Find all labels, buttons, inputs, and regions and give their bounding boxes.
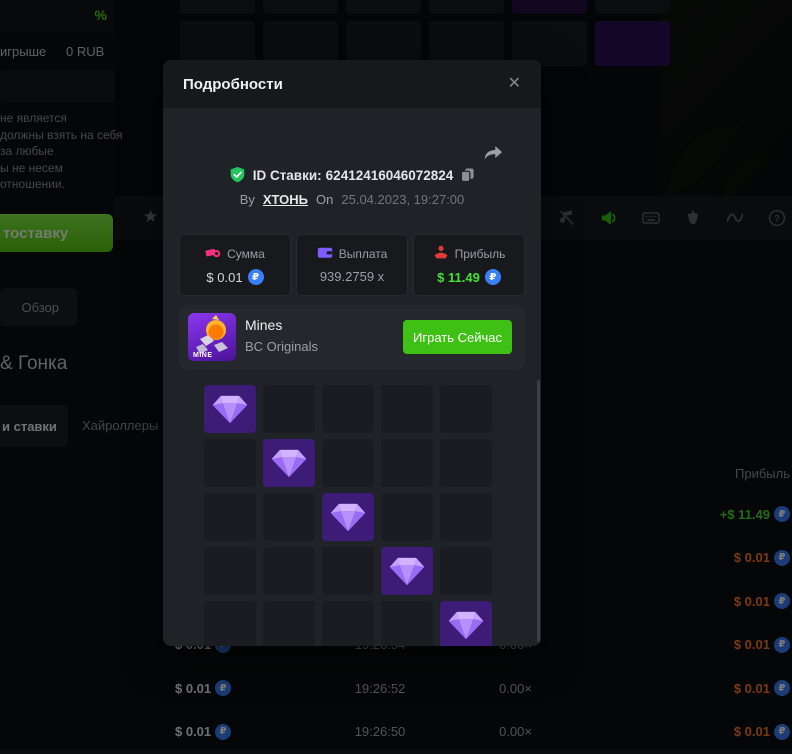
stat-value-text: 939.2759 x xyxy=(319,269,385,284)
bet-id-row: ID Ставки: 62412416046072824 xyxy=(163,166,541,184)
mine-cell-diamond[interactable] xyxy=(440,601,492,646)
by-label: By xyxy=(239,192,255,207)
mine-cell[interactable] xyxy=(322,439,374,487)
ruble-coin-icon: ₽ xyxy=(247,269,264,285)
game-name[interactable]: Mines xyxy=(245,317,283,333)
mine-cell[interactable] xyxy=(322,385,374,433)
stat-box-sum: Сумма $ 0.01 ₽ xyxy=(179,234,291,296)
stat-label-row: Прибыль xyxy=(433,245,506,262)
mine-cell[interactable] xyxy=(204,439,256,487)
verified-shield-icon xyxy=(230,166,244,183)
diamond-gem-icon xyxy=(271,449,307,477)
stat-box-profit: Прибыль $ 11.49 ₽ xyxy=(413,234,525,296)
mine-cell[interactable] xyxy=(440,493,492,541)
mine-cell-diamond[interactable] xyxy=(204,385,256,433)
stat-value: 939.2759 x xyxy=(320,269,384,284)
stat-box-payout: Выплата 939.2759 x xyxy=(296,234,408,296)
diamond-gem-icon xyxy=(389,557,425,585)
mine-cell[interactable] xyxy=(381,385,433,433)
bet-details-modal: Подробности ✕ ID Ставки: 624124160460728… xyxy=(163,60,541,646)
mine-cell[interactable] xyxy=(440,547,492,595)
play-now-button[interactable]: Играть Сейчас xyxy=(403,320,512,354)
mine-cell-diamond[interactable] xyxy=(263,439,315,487)
diamond-gem-icon xyxy=(212,395,248,423)
money-icon xyxy=(205,245,221,262)
mine-cell[interactable] xyxy=(263,493,315,541)
modal-header: Подробности ✕ xyxy=(163,60,541,108)
game-card: MINE Mines BC Originals Играть Сейчас xyxy=(179,305,525,370)
username-link[interactable]: ХТОНЬ xyxy=(262,192,309,207)
modal-scrollbar[interactable] xyxy=(537,380,540,642)
bet-author-row: By ХТОНЬ On 25.04.2023, 19:27:00 xyxy=(163,192,541,207)
stat-label: Выплата xyxy=(338,247,388,261)
mine-cell[interactable] xyxy=(440,439,492,487)
mine-cell[interactable] xyxy=(263,385,315,433)
mine-cell[interactable] xyxy=(381,601,433,646)
mine-cell-diamond[interactable] xyxy=(322,493,374,541)
mine-cell[interactable] xyxy=(440,385,492,433)
close-icon[interactable]: ✕ xyxy=(507,75,521,92)
stat-label-row: Выплата xyxy=(317,246,388,262)
share-icon[interactable] xyxy=(483,143,503,163)
mine-cell[interactable] xyxy=(263,601,315,646)
mine-cell[interactable] xyxy=(381,439,433,487)
mine-cell[interactable] xyxy=(322,547,374,595)
bet-stats: Сумма $ 0.01 ₽ Выплата 939.2759 x Прибыль $ 11… xyxy=(179,234,525,296)
bet-id-value: 62412416046072824 xyxy=(325,167,454,183)
mine-cell[interactable] xyxy=(263,547,315,595)
mine-cell[interactable] xyxy=(204,547,256,595)
mine-cell[interactable] xyxy=(204,601,256,646)
copy-icon[interactable] xyxy=(460,167,475,183)
mine-cell[interactable] xyxy=(381,493,433,541)
stat-value-text: $ 0.01 xyxy=(206,269,243,285)
profit-icon xyxy=(433,245,449,262)
game-thumbnail[interactable]: MINE xyxy=(188,313,236,361)
svg-text:MINE: MINE xyxy=(193,352,213,359)
diamond-gem-icon xyxy=(448,611,484,639)
on-label: On xyxy=(316,192,334,207)
mine-cell-diamond[interactable] xyxy=(381,547,433,595)
stat-label: Прибыль xyxy=(454,246,506,261)
modal-title: Подробности xyxy=(183,75,283,93)
game-provider[interactable]: BC Originals xyxy=(245,339,318,354)
wallet-icon xyxy=(317,246,333,262)
stat-value: $ 0.01 ₽ xyxy=(206,269,264,285)
stat-value: $ 11.49 ₽ xyxy=(437,269,501,285)
bet-datetime: 25.04.2023, 19:27:00 xyxy=(341,192,465,207)
stat-value-text: $ 11.49 xyxy=(437,269,480,285)
diamond-gem-icon xyxy=(330,503,366,531)
mine-cell[interactable] xyxy=(204,493,256,541)
ruble-coin-icon: ₽ xyxy=(484,269,501,285)
stat-label-row: Сумма xyxy=(205,245,265,262)
bet-id-label: ID Ставки: xyxy=(252,167,322,183)
stat-label: Сумма xyxy=(227,246,265,261)
mine-cell[interactable] xyxy=(322,601,374,646)
